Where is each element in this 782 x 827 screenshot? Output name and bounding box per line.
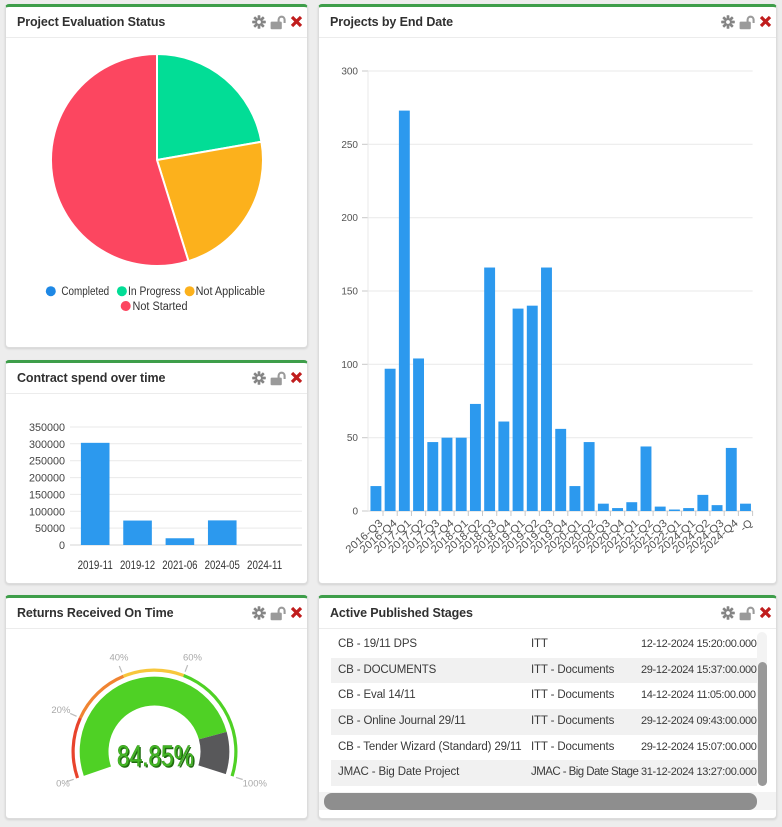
svg-text:300000: 300000	[29, 439, 65, 451]
svg-text:2021-06: 2021-06	[162, 558, 197, 572]
svg-text:350000: 350000	[29, 422, 65, 434]
svg-text:2019-12: 2019-12	[120, 558, 155, 572]
svg-text:60%: 60%	[183, 653, 203, 664]
svg-text:In Progress: In Progress	[128, 286, 181, 298]
svg-text:150: 150	[341, 287, 358, 298]
svg-text:0: 0	[59, 540, 65, 552]
svg-text:0: 0	[352, 507, 358, 518]
svg-text:2024-05: 2024-05	[205, 558, 240, 572]
svg-text:250000: 250000	[29, 456, 65, 468]
svg-text:200000: 200000	[29, 473, 65, 485]
svg-text:-Q: -Q	[738, 517, 755, 534]
svg-text:20%: 20%	[51, 705, 71, 716]
svg-text:150000: 150000	[29, 489, 65, 501]
svg-text:100000: 100000	[29, 506, 65, 518]
svg-text:84.85%: 84.85%	[117, 740, 194, 773]
svg-text:40%: 40%	[109, 653, 129, 664]
svg-text:100%: 100%	[243, 778, 268, 789]
svg-text:2019-11: 2019-11	[78, 558, 113, 572]
svg-text:50: 50	[347, 433, 359, 444]
svg-text:300: 300	[341, 67, 358, 78]
svg-text:Not Started: Not Started	[133, 301, 188, 313]
svg-text:0%: 0%	[56, 778, 70, 789]
svg-text:2024-11: 2024-11	[247, 558, 282, 572]
svg-text:Completed: Completed	[61, 286, 109, 298]
svg-text:84.85%: 84.85%	[118, 741, 195, 774]
svg-text:100: 100	[341, 360, 358, 371]
svg-text:200: 200	[341, 213, 358, 224]
svg-text:Not Applicable: Not Applicable	[196, 286, 265, 298]
svg-text:50000: 50000	[35, 523, 65, 535]
svg-text:250: 250	[341, 140, 358, 151]
